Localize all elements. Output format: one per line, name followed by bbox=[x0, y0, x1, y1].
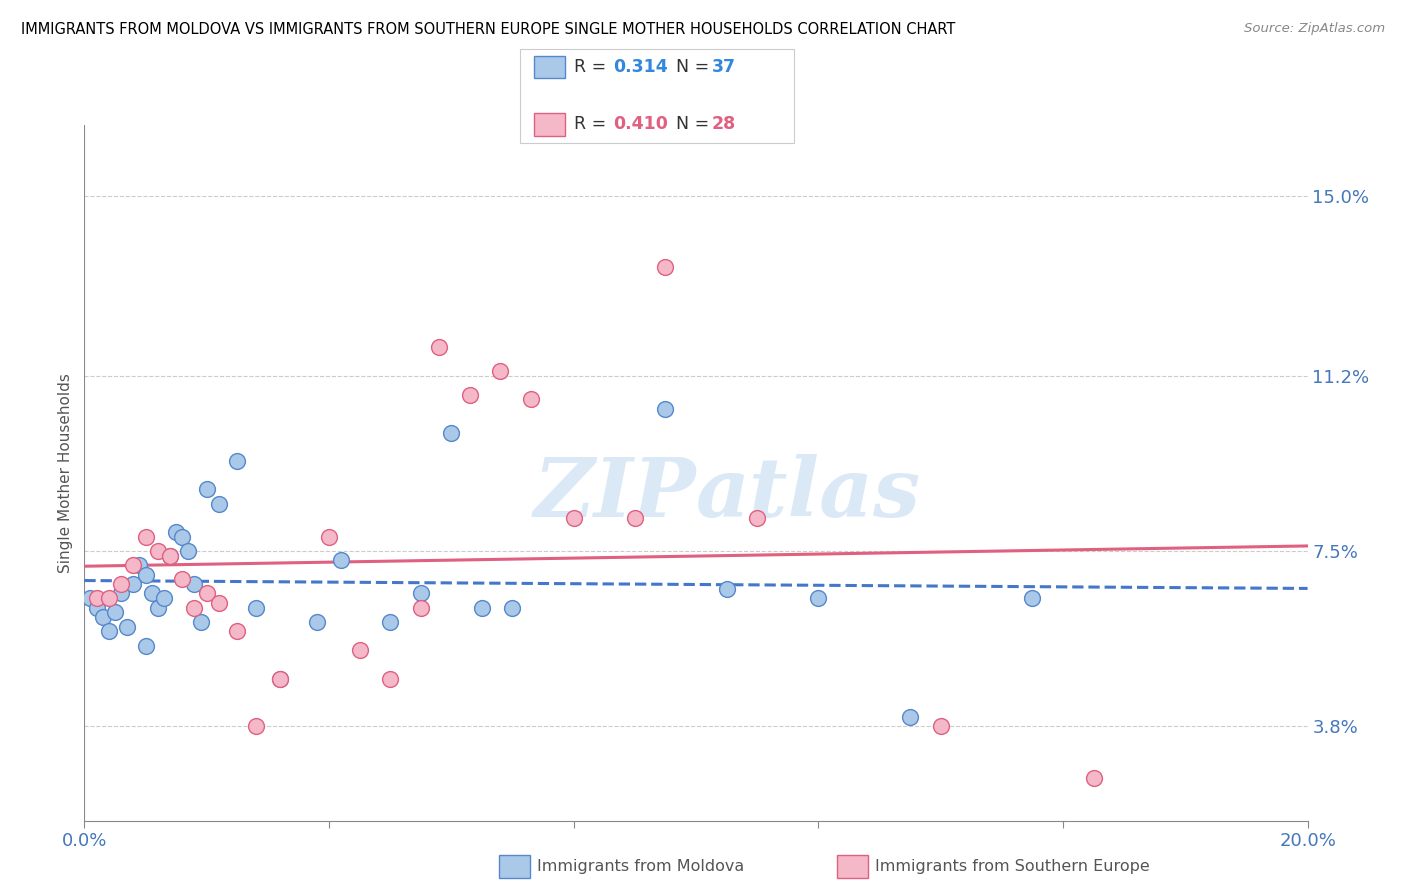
Point bbox=[172, 572, 194, 586]
Point bbox=[208, 596, 231, 610]
Point bbox=[654, 260, 676, 274]
Point bbox=[305, 615, 328, 629]
Y-axis label: Single Mother Households: Single Mother Households bbox=[58, 373, 73, 573]
Point bbox=[177, 544, 200, 558]
Point bbox=[624, 510, 647, 524]
Point bbox=[440, 425, 463, 440]
Point bbox=[195, 586, 218, 600]
Point bbox=[159, 549, 181, 563]
Point bbox=[471, 600, 494, 615]
Point bbox=[110, 586, 132, 600]
Point bbox=[146, 544, 169, 558]
Point bbox=[427, 340, 450, 354]
Point bbox=[489, 364, 512, 378]
Point bbox=[128, 558, 150, 572]
Point bbox=[110, 577, 132, 591]
Point bbox=[330, 553, 353, 567]
Text: N =: N = bbox=[665, 58, 714, 77]
Point bbox=[1083, 771, 1105, 785]
Point bbox=[226, 454, 249, 468]
Point bbox=[318, 530, 340, 544]
Text: R =: R = bbox=[574, 115, 612, 134]
Point bbox=[183, 600, 205, 615]
Point bbox=[458, 387, 481, 401]
Text: 28: 28 bbox=[711, 115, 735, 134]
Point bbox=[747, 510, 769, 524]
Point bbox=[86, 591, 108, 606]
Text: 37: 37 bbox=[711, 58, 735, 77]
Point bbox=[141, 586, 163, 600]
Point bbox=[898, 709, 921, 723]
Point bbox=[153, 591, 176, 606]
Point bbox=[135, 639, 157, 653]
Point bbox=[409, 586, 432, 600]
Point bbox=[183, 577, 205, 591]
Point bbox=[409, 600, 432, 615]
Text: IMMIGRANTS FROM MOLDOVA VS IMMIGRANTS FROM SOUTHERN EUROPE SINGLE MOTHER HOUSEHO: IMMIGRANTS FROM MOLDOVA VS IMMIGRANTS FR… bbox=[21, 22, 956, 37]
Point bbox=[807, 591, 830, 606]
Text: ZIP: ZIP bbox=[533, 454, 696, 533]
Point bbox=[716, 582, 738, 596]
Point bbox=[122, 558, 145, 572]
Point bbox=[91, 610, 114, 624]
Point bbox=[135, 567, 157, 582]
Point bbox=[165, 524, 187, 539]
Text: 0.314: 0.314 bbox=[613, 58, 668, 77]
Point bbox=[502, 600, 524, 615]
Point bbox=[654, 401, 676, 416]
Point bbox=[97, 591, 120, 606]
Text: Immigrants from Southern Europe: Immigrants from Southern Europe bbox=[875, 859, 1149, 874]
Text: N =: N = bbox=[665, 115, 714, 134]
Point bbox=[135, 530, 157, 544]
Point bbox=[269, 672, 291, 686]
Point bbox=[226, 624, 249, 639]
Point bbox=[79, 591, 101, 606]
Point bbox=[520, 392, 543, 407]
Point bbox=[146, 600, 169, 615]
Point bbox=[208, 496, 231, 510]
Point bbox=[122, 577, 145, 591]
Point bbox=[190, 615, 212, 629]
Point bbox=[245, 719, 267, 733]
Point bbox=[159, 549, 181, 563]
Point bbox=[269, 672, 291, 686]
Text: 0.410: 0.410 bbox=[613, 115, 668, 134]
Point bbox=[104, 606, 127, 620]
Text: atlas: atlas bbox=[696, 454, 921, 533]
Text: Immigrants from Moldova: Immigrants from Moldova bbox=[537, 859, 744, 874]
Point bbox=[97, 624, 120, 639]
Point bbox=[172, 530, 194, 544]
Point bbox=[349, 643, 371, 657]
Text: Source: ZipAtlas.com: Source: ZipAtlas.com bbox=[1244, 22, 1385, 36]
Point bbox=[86, 600, 108, 615]
Point bbox=[380, 672, 402, 686]
Point bbox=[380, 615, 402, 629]
Text: R =: R = bbox=[574, 58, 612, 77]
Point bbox=[115, 619, 138, 633]
Point bbox=[245, 600, 267, 615]
Point bbox=[929, 719, 952, 733]
Point bbox=[1021, 591, 1043, 606]
Point bbox=[195, 483, 218, 497]
Point bbox=[562, 510, 585, 524]
